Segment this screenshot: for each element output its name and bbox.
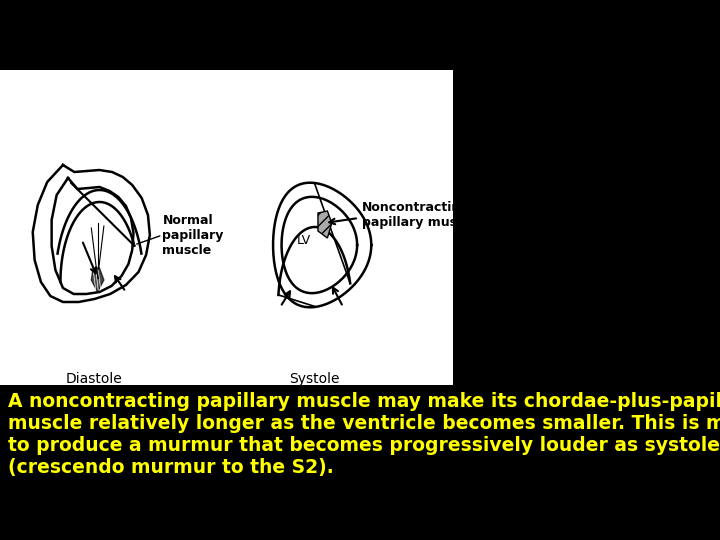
Text: Systole: Systole <box>289 372 340 386</box>
Bar <box>0 0 454 70</box>
Bar <box>0 65 454 385</box>
Text: LV: LV <box>297 233 310 246</box>
Text: Diastole: Diastole <box>66 372 123 386</box>
Polygon shape <box>318 211 332 238</box>
Text: to produce a murmur that becomes progressively louder as systole proceeds: to produce a murmur that becomes progres… <box>7 436 720 455</box>
Text: Noncontracting
papillary muscle: Noncontracting papillary muscle <box>362 201 477 229</box>
Polygon shape <box>91 268 104 292</box>
Text: Normal
papillary
muscle: Normal papillary muscle <box>163 213 224 256</box>
Bar <box>0 70 454 383</box>
Text: A noncontracting papillary muscle may make its chordae-plus-papillary: A noncontracting papillary muscle may ma… <box>7 392 720 411</box>
Text: muscle relatively longer as the ventricle becomes smaller. This is most likely: muscle relatively longer as the ventricl… <box>7 414 720 433</box>
Text: (crescendo murmur to the S2).: (crescendo murmur to the S2). <box>7 458 333 477</box>
FancyBboxPatch shape <box>0 70 454 383</box>
